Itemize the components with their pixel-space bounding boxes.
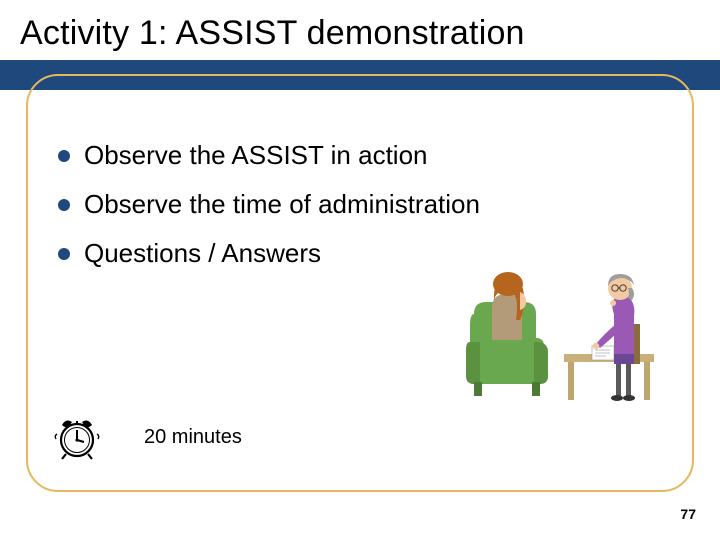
- bullet-icon: [58, 248, 70, 260]
- bullet-text: Questions / Answers: [84, 238, 321, 269]
- slide-title: Activity 1: ASSIST demonstration: [20, 14, 525, 53]
- bullet-icon: [58, 150, 70, 162]
- counseling-svg: [464, 254, 664, 404]
- timer-label: 20 minutes: [144, 426, 242, 449]
- alarm-clock-icon: [52, 412, 102, 462]
- list-item: Observe the time of administration: [58, 189, 658, 220]
- timer-row: 20 minutes: [52, 412, 242, 462]
- bullet-text: Observe the time of administration: [84, 189, 480, 220]
- bullet-text: Observe the ASSIST in action: [84, 140, 427, 171]
- page-number: 77: [680, 506, 696, 522]
- counseling-illustration: [464, 254, 664, 409]
- bullet-icon: [58, 199, 70, 211]
- list-item: Observe the ASSIST in action: [58, 140, 658, 171]
- slide: Activity 1: ASSIST demonstration Observe…: [0, 0, 720, 540]
